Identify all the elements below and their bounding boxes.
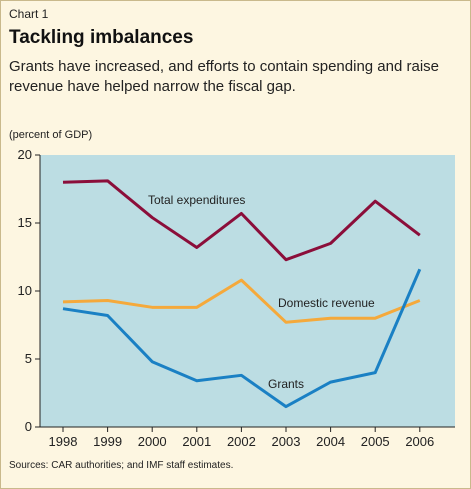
unit-label: (percent of GDP) [9, 129, 93, 141]
x-tick-label: 2001 [182, 434, 211, 449]
y-tick-label: 5 [25, 351, 32, 366]
x-tick-label: 2003 [272, 434, 301, 449]
series-line-total-expenditures [62, 179, 421, 262]
series-label-domestic-revenue: Domestic revenue [278, 296, 375, 310]
chart-subtitle: Grants have increased, and efforts to co… [9, 58, 439, 95]
y-tick-label: 10 [18, 283, 32, 298]
x-tick-label: 2004 [316, 434, 345, 449]
x-tick-label: 2002 [227, 434, 256, 449]
chart-number: Chart 1 [9, 7, 49, 21]
plot-area [40, 155, 455, 427]
series-line-grants [62, 268, 422, 409]
source-note: Sources: CAR authorities; and IMF staff … [9, 460, 234, 471]
y-tick-label: 15 [18, 215, 32, 230]
y-tick-label: 20 [18, 147, 32, 162]
series-label-total-expenditures: Total expenditures [148, 193, 245, 207]
series-label-grants: Grants [268, 377, 304, 391]
x-tick-label: 1999 [93, 434, 122, 449]
series-line-domestic-revenue [62, 278, 421, 324]
x-tick-label: 2000 [138, 434, 167, 449]
x-tick-label: 2006 [405, 434, 434, 449]
x-tick-label: 2005 [361, 434, 390, 449]
y-tick-label: 0 [25, 419, 32, 434]
chart-title: Tackling imbalances [9, 27, 194, 48]
x-tick-label: 1998 [49, 434, 78, 449]
